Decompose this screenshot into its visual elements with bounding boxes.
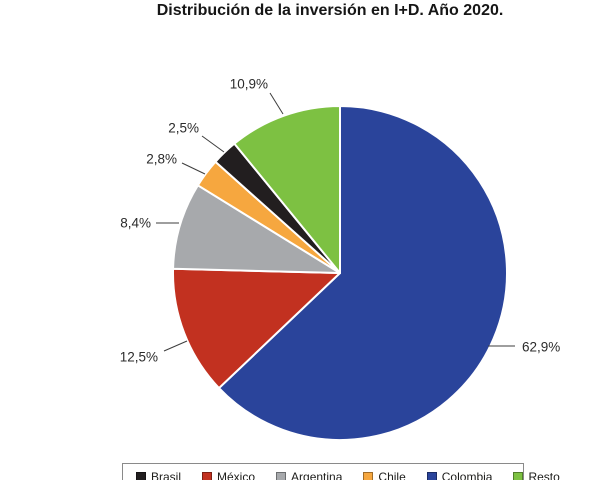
slice-label-argentina: 8,4%	[120, 216, 151, 231]
legend-item-colombia: Colombia	[426, 470, 493, 480]
pie-slice-resto	[233, 105, 341, 274]
legend-swatch-brasil	[136, 472, 146, 480]
legend-item-argentina: Argentina	[276, 470, 342, 480]
slice-label-mexico: 12,5%	[120, 350, 158, 365]
leader-line-chile	[181, 162, 206, 175]
legend-swatch-colombia	[426, 472, 437, 480]
legend-item-mexico: México	[202, 470, 255, 480]
legend-item-brasil: Brasil	[136, 470, 181, 480]
legend-label-resto: Resto	[528, 470, 560, 480]
legend-label-brasil: Brasil	[151, 470, 182, 480]
legend-swatch-resto	[513, 472, 524, 480]
legend-item-chile: Chile	[363, 470, 406, 480]
legend-swatch-chile	[363, 472, 374, 480]
legend: Brasil México Argentina Chile Colombia Resto	[122, 463, 560, 480]
legend-swatch-argentina	[276, 472, 287, 480]
legend-label-argentina: Argentina	[291, 470, 343, 480]
pie-slice-colombia	[217, 105, 508, 441]
leader-line-mexico	[163, 340, 188, 352]
slice-label-chile: 2,8%	[146, 152, 177, 167]
leader-line-resto	[269, 92, 284, 115]
legend-label-chile: Chile	[378, 470, 406, 480]
slice-label-resto: 10,9%	[230, 77, 268, 92]
legend-swatch-mexico	[202, 472, 213, 480]
slice-label-colombia: 62,9%	[522, 340, 560, 355]
legend-label-colombia: Colombia	[441, 470, 493, 480]
slice-label-brasil: 2,5%	[168, 121, 199, 136]
legend-item-resto: Resto	[513, 470, 560, 480]
legend-label-mexico: México	[217, 470, 256, 480]
chart-title: Distribución de la inversión en I+D. Año…	[156, 2, 504, 19]
pie-slice-mexico	[172, 267, 341, 390]
leader-line-brasil	[201, 135, 225, 153]
pie-slice-argentina	[172, 184, 341, 274]
